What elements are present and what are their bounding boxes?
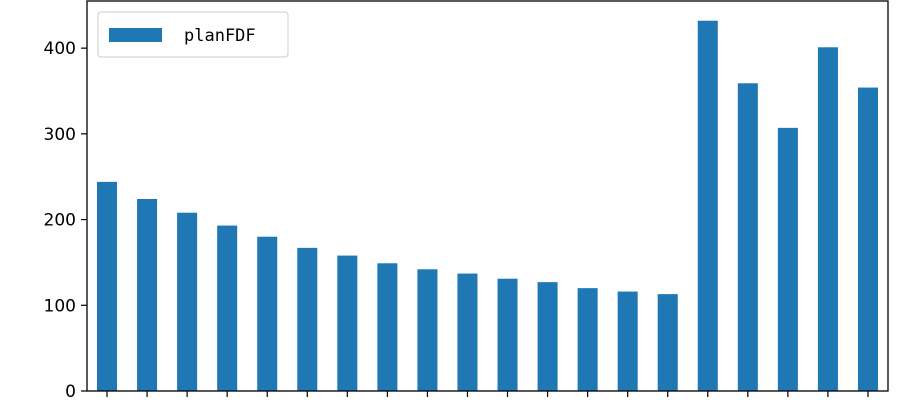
bar (537, 282, 558, 391)
bar (257, 236, 278, 391)
legend-label: planFDF (184, 26, 256, 46)
bar (497, 278, 518, 391)
y-tick-label: 300 (44, 125, 76, 145)
bar (337, 255, 358, 391)
bar (657, 294, 678, 391)
bar (417, 269, 438, 391)
bar (697, 20, 718, 391)
y-tick-label: 400 (44, 39, 76, 59)
bar (97, 181, 118, 391)
bar (857, 87, 878, 392)
y-tick-label: 100 (44, 296, 76, 316)
bar (577, 288, 598, 391)
plot-frame (86, 0, 889, 392)
bar (777, 127, 798, 391)
x-axis (106, 391, 869, 397)
y-tick-label: 0 (65, 382, 76, 402)
bars-group (97, 20, 878, 392)
y-axis: 0 100 200 300 400 (44, 39, 87, 402)
legend: planFDF (97, 11, 289, 58)
bar (137, 199, 158, 391)
bar (297, 247, 318, 391)
bar (617, 291, 638, 391)
legend-box (97, 11, 289, 58)
bar (737, 83, 758, 392)
bar (217, 225, 238, 391)
bar (817, 47, 838, 392)
bar (177, 212, 198, 391)
y-tick-label: 200 (44, 211, 76, 231)
bar (457, 273, 478, 391)
legend-swatch (109, 28, 162, 42)
bar (377, 263, 398, 391)
